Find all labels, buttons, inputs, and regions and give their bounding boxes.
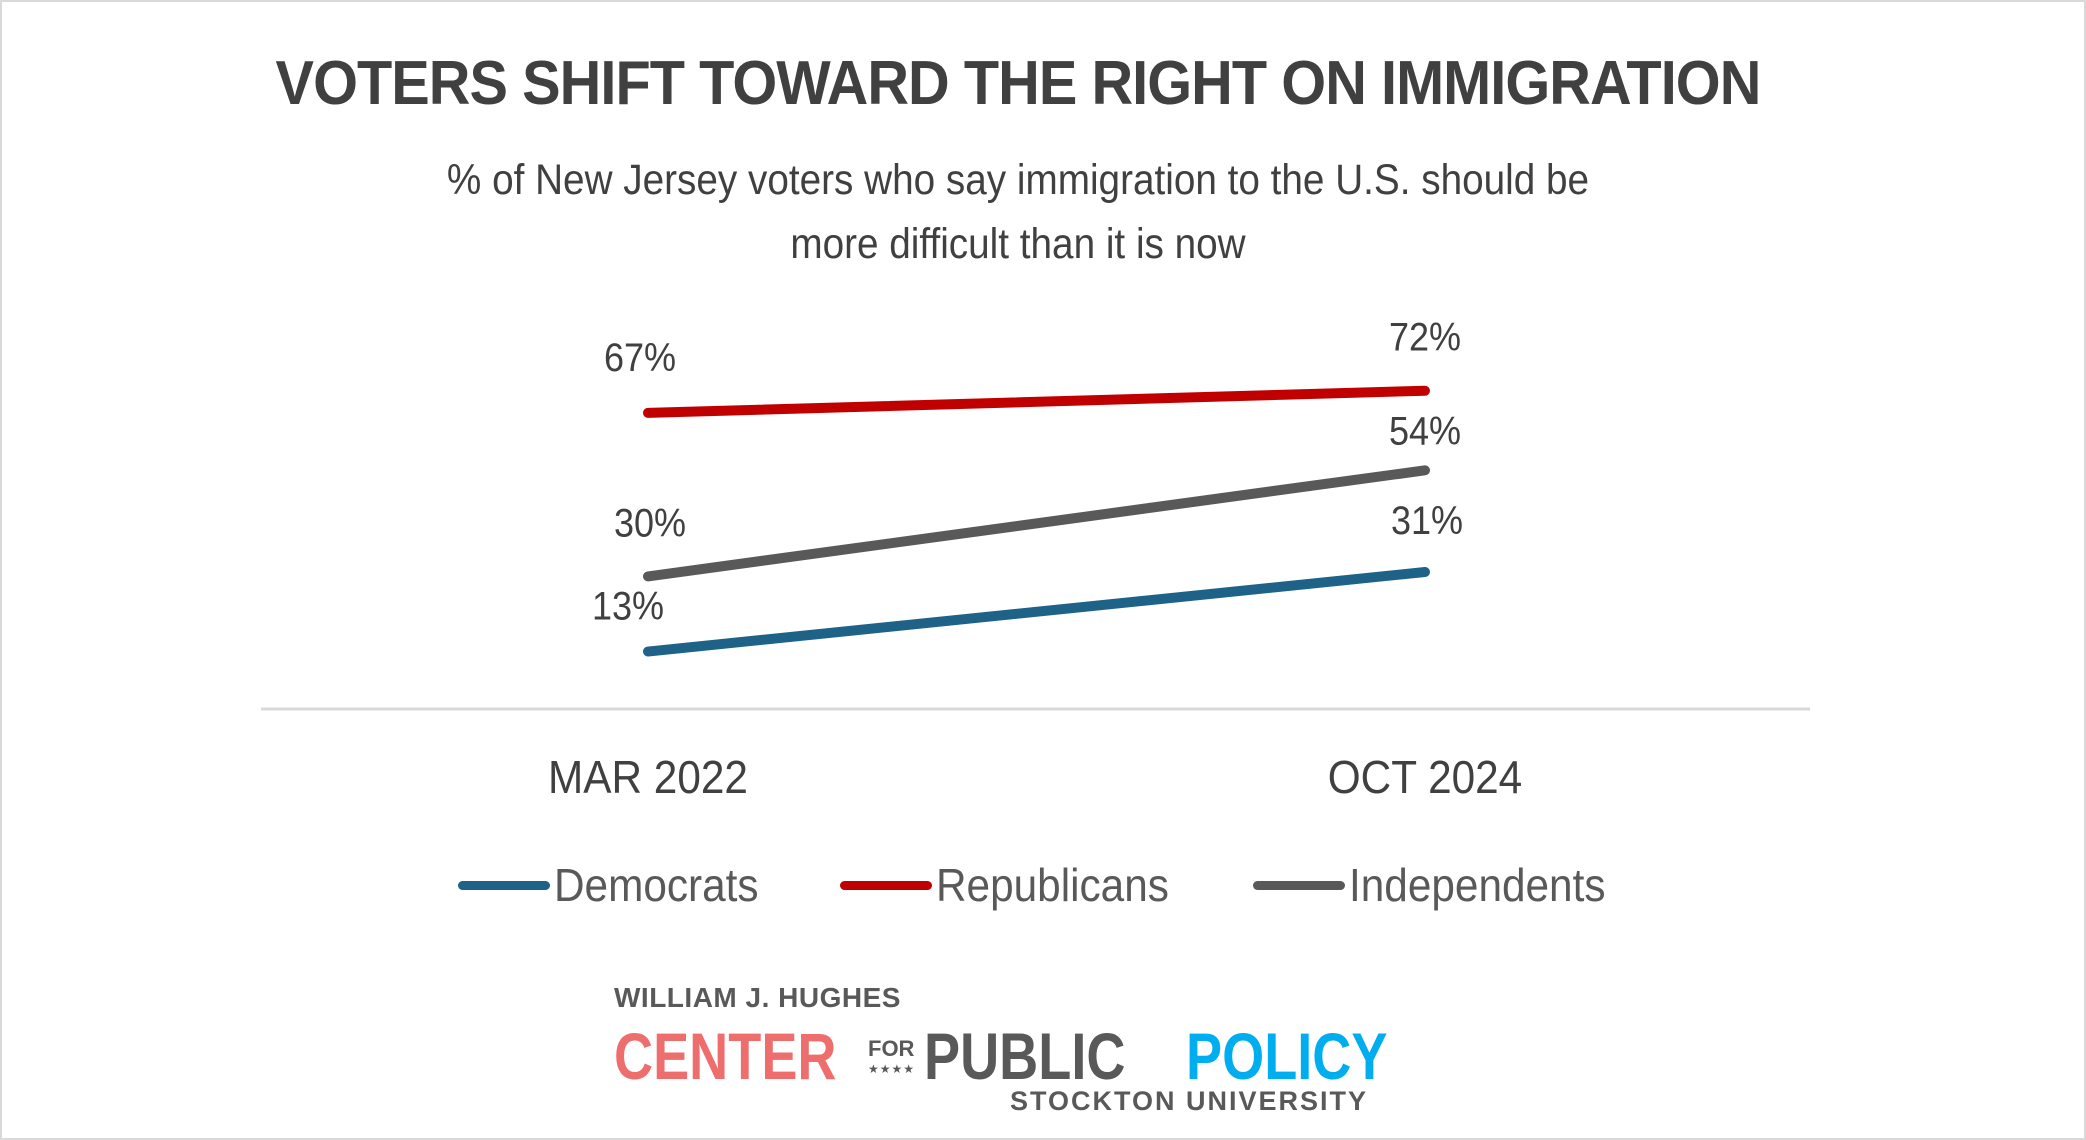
data-label-democrats-mar-2022: 13%	[592, 585, 664, 629]
legend-label-democrats: Democrats	[553, 859, 759, 911]
legend-swatch-democrats	[457, 880, 550, 890]
chart-title: VOTERS SHIFT TOWARD THE RIGHT ON IMMIGRA…	[275, 49, 1762, 118]
logo-public: PUBLIC	[924, 1019, 1126, 1093]
logo-stars-icon: ★★★★	[868, 1062, 916, 1076]
logo-stockton-university: STOCKTON UNIVERSITY	[1010, 1086, 1369, 1116]
hughes-center-logo: WILLIAM J. HUGHES CENTER FOR ★★★★ PUBLIC…	[614, 978, 1434, 1118]
legend-swatch-independents	[1253, 880, 1346, 890]
series-line-independents	[643, 465, 1430, 582]
logo-center: CENTER	[614, 1019, 837, 1093]
x-tick-label-oct-2024: OCT 2024	[1328, 752, 1522, 803]
subtitle-line-2: more difficult than it is now	[790, 220, 1246, 268]
logo-william-j-hughes: WILLIAM J. HUGHES	[614, 982, 901, 1013]
legend-item-republicans: Republicans	[840, 858, 1189, 912]
data-label-independents-mar-2022: 30%	[614, 502, 686, 546]
legend-item-democrats: Democrats	[457, 858, 776, 912]
legend-label-republicans: Republicans	[936, 859, 1170, 911]
legend: Democrats Republicans Independents	[0, 858, 2086, 912]
line-chart: 13% 31% 67% 72% 30% 54% MAR 2022 OCT 2024	[261, 316, 1810, 803]
series-line-republicans	[643, 385, 1430, 418]
series-line-democrats	[643, 566, 1430, 657]
legend-item-independents: Independents	[1253, 858, 1628, 912]
legend-swatch-republicans	[840, 880, 933, 890]
data-label-independents-oct-2024: 54%	[1389, 410, 1461, 454]
chart-subtitle: % of New Jersey voters who say immigrati…	[102, 148, 1934, 276]
data-label-democrats-oct-2024: 31%	[1391, 499, 1463, 543]
logo-policy: POLICY	[1186, 1019, 1388, 1093]
subtitle-line-1: % of New Jersey voters who say immigrati…	[446, 156, 1590, 204]
x-tick-label-mar-2022: MAR 2022	[548, 752, 748, 803]
legend-label-independents: Independents	[1349, 859, 1606, 911]
data-label-republicans-oct-2024: 72%	[1389, 316, 1461, 360]
logo-for: FOR	[868, 1036, 915, 1061]
data-label-republicans-mar-2022: 67%	[604, 336, 676, 380]
